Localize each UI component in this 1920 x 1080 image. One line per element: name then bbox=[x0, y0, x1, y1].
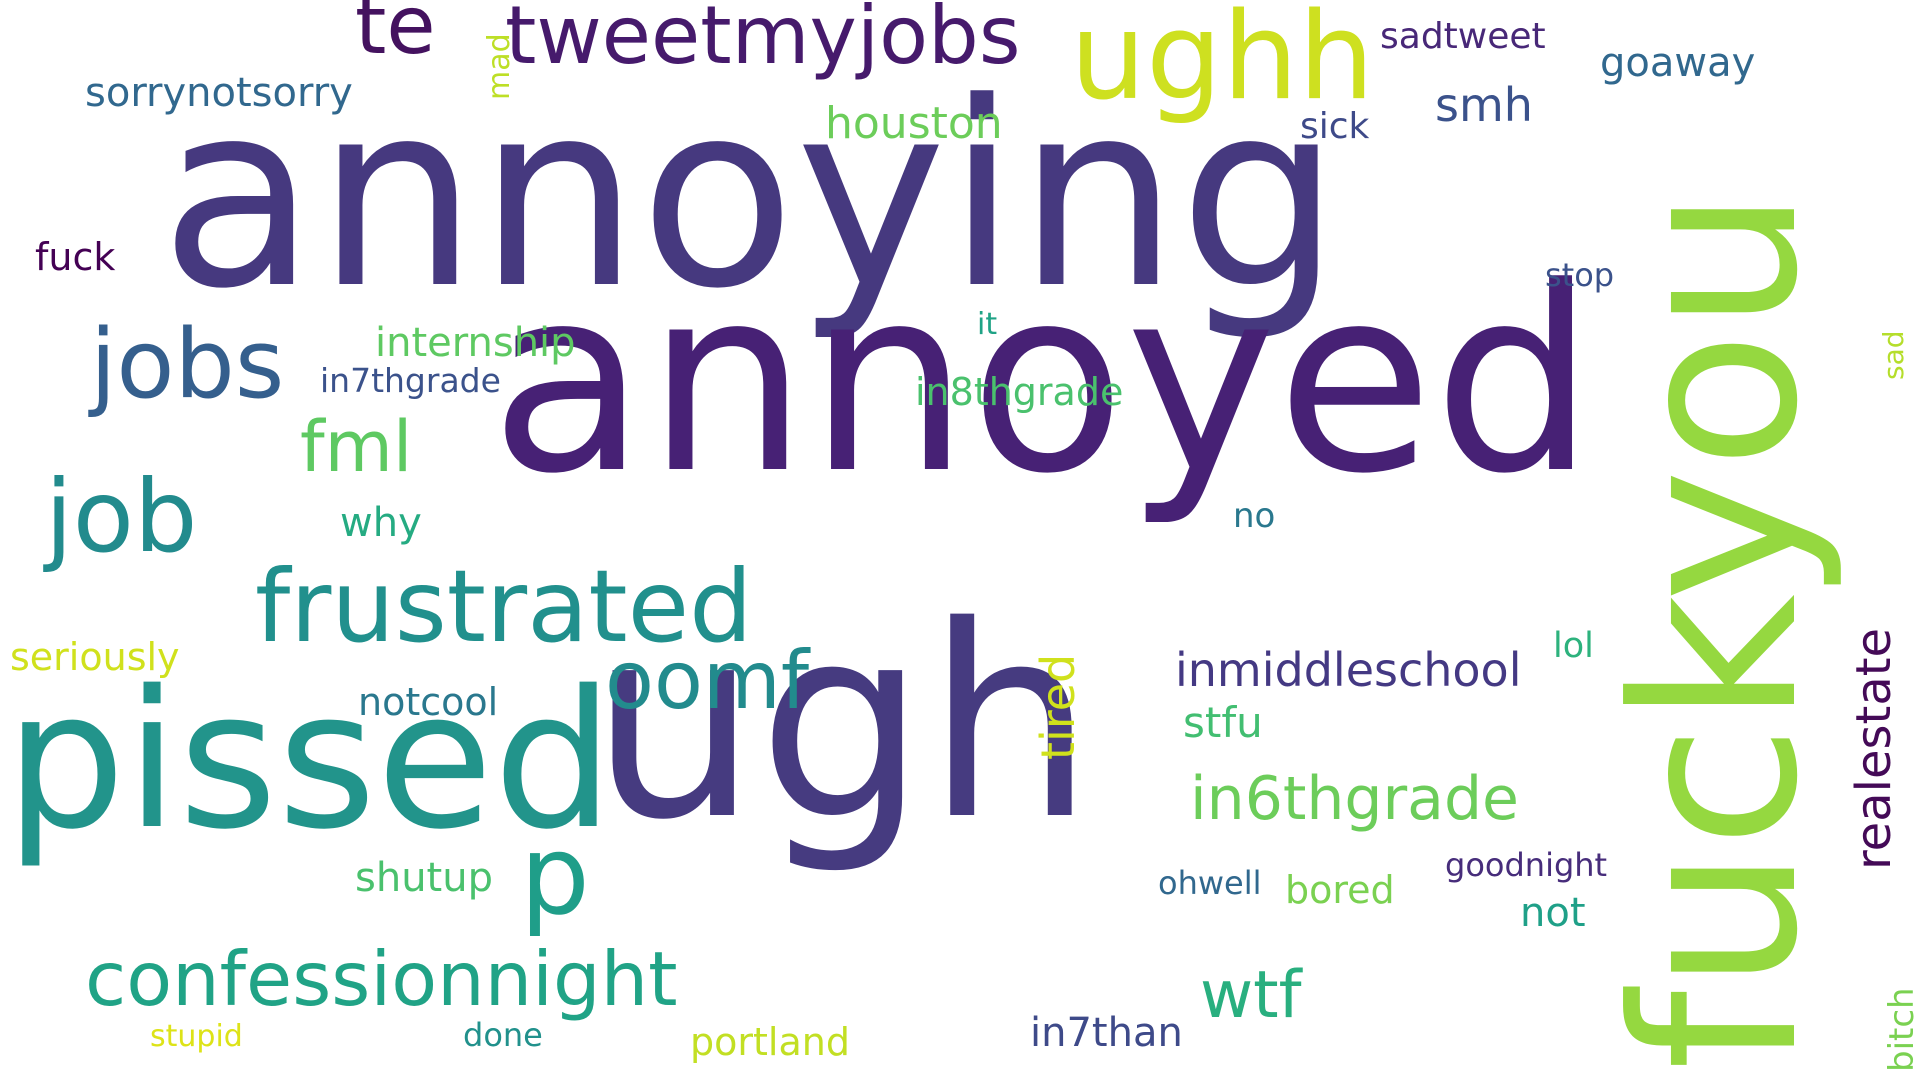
word-in8thgrade: in8thgrade bbox=[915, 370, 1124, 415]
word-job: job bbox=[45, 458, 198, 575]
word-sick: sick bbox=[1300, 105, 1370, 147]
word-frustrated: frustrated bbox=[255, 548, 753, 665]
word-goodnight: goodnight bbox=[1445, 846, 1608, 885]
word-annoying: annoying bbox=[160, 48, 1341, 346]
word-ugh: ugh bbox=[590, 570, 1095, 879]
word-p: p bbox=[520, 811, 590, 940]
word-bored: bored bbox=[1285, 868, 1395, 913]
word-stfu: stfu bbox=[1183, 698, 1263, 748]
word-annoyed: annoyed bbox=[490, 233, 1596, 531]
word-done: done bbox=[463, 1016, 543, 1055]
word-sorrynotsorry: sorrynotsorry bbox=[85, 69, 353, 116]
word-sadtweet: sadtweet bbox=[1380, 15, 1546, 57]
word-tweetmyjobs: tweetmyjobs bbox=[505, 0, 1021, 82]
word-fuck: fuck bbox=[35, 235, 116, 280]
word-not: not bbox=[1520, 889, 1586, 936]
word-fml: fml bbox=[300, 406, 413, 489]
word-why: why bbox=[340, 499, 422, 546]
word-shutup: shutup bbox=[355, 854, 493, 901]
word-no: no bbox=[1233, 495, 1276, 536]
word-internship: internship bbox=[375, 319, 576, 366]
word-wtf: wtf bbox=[1200, 958, 1302, 1034]
word-jobs: jobs bbox=[90, 309, 285, 420]
word-seriously: seriously bbox=[10, 635, 180, 680]
word-ohwell: ohwell bbox=[1158, 864, 1262, 903]
word-ughh: ughh bbox=[1070, 0, 1375, 128]
word-goaway: goaway bbox=[1600, 39, 1756, 86]
word-bitch: bitch bbox=[1882, 987, 1920, 1072]
word-notcool: notcool bbox=[358, 680, 499, 725]
word-houston: houston bbox=[825, 98, 1003, 150]
word-stop: stop bbox=[1545, 256, 1615, 295]
word-oomf: oomf bbox=[605, 633, 809, 727]
word-it: it bbox=[977, 306, 998, 342]
word-in7than: in7than bbox=[1030, 1009, 1183, 1056]
word-confessionnight: confessionnight bbox=[85, 934, 678, 1023]
word-in6thgrade: in6thgrade bbox=[1190, 764, 1519, 835]
word-in7thgrade: in7thgrade bbox=[320, 361, 501, 401]
word-tired: tired bbox=[1031, 653, 1085, 760]
word-stupid: stupid bbox=[150, 1018, 243, 1054]
word-te: te bbox=[355, 0, 436, 72]
word-sad: sad bbox=[1877, 330, 1910, 380]
word-fuckyou: fuckyou bbox=[1586, 188, 1848, 1070]
word-portland: portland bbox=[690, 1020, 850, 1065]
word-smh: smh bbox=[1435, 77, 1533, 132]
word-inmiddleschool: inmiddleschool bbox=[1175, 642, 1522, 697]
word-mad: mad bbox=[482, 33, 517, 100]
word-realestate: realestate bbox=[1846, 627, 1902, 870]
word-lol: lol bbox=[1553, 625, 1594, 666]
word-pissed: pissed bbox=[5, 649, 614, 871]
